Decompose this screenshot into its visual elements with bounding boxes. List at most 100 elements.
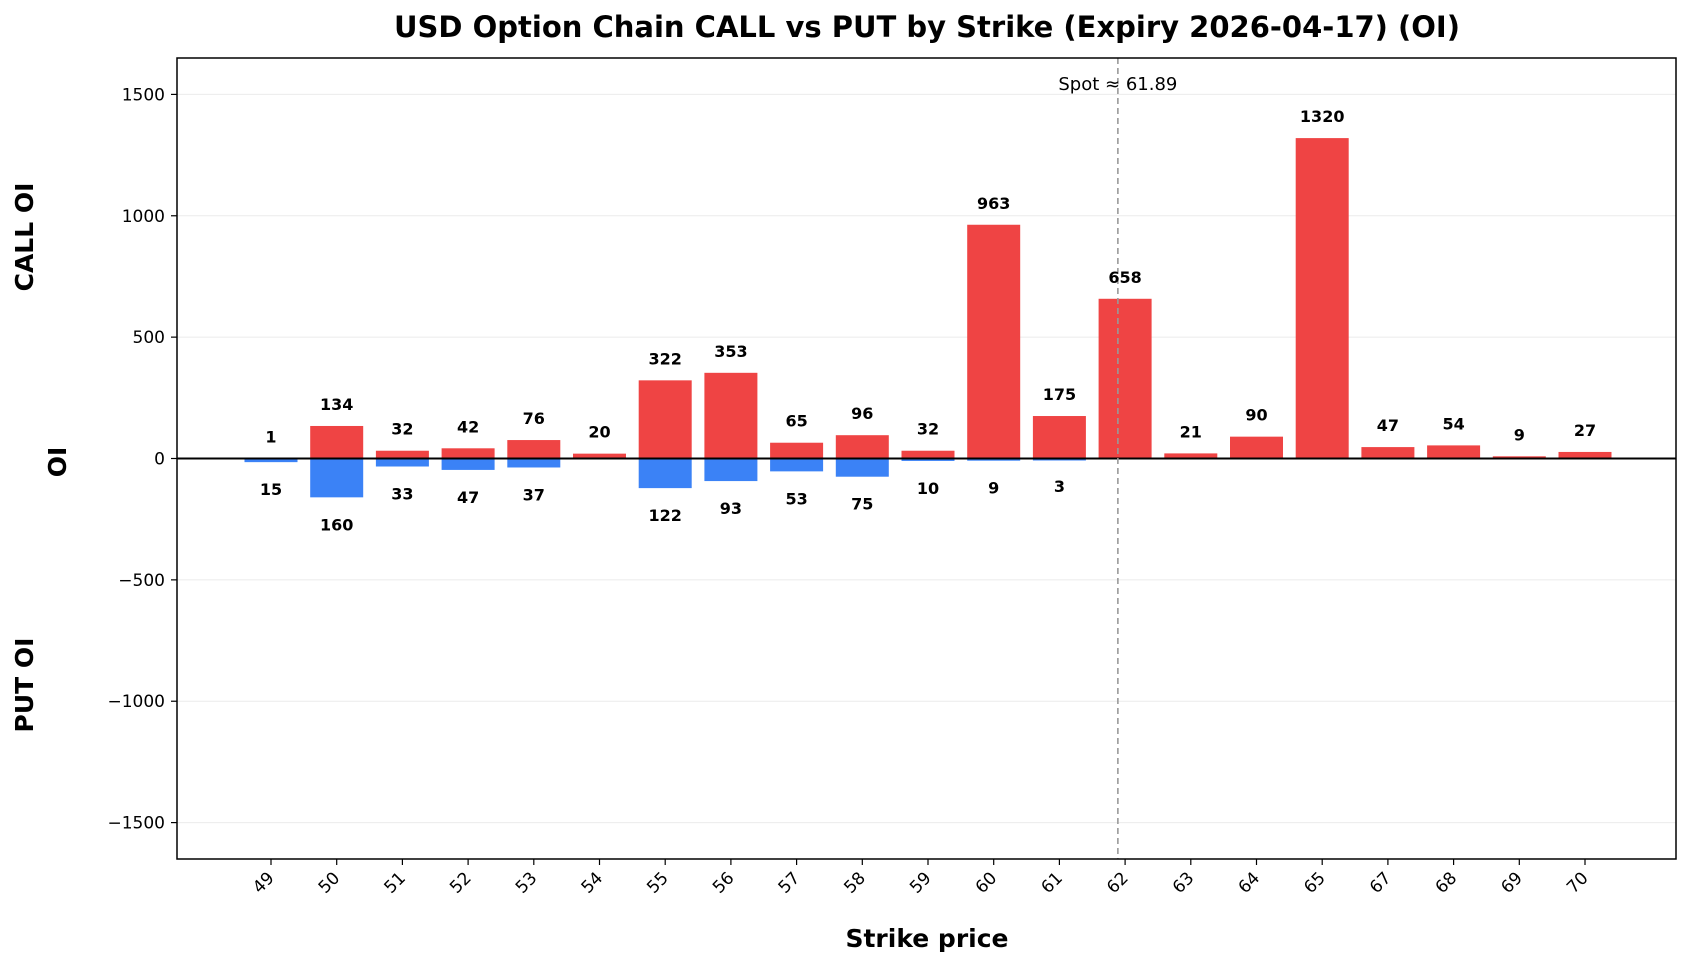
x-tick-label: 70	[1563, 868, 1592, 897]
call-bar	[1032, 416, 1086, 459]
put-value-label: 75	[851, 495, 873, 514]
x-tick-label: 52	[446, 868, 475, 897]
put-value-label: 47	[457, 488, 479, 507]
x-tick-label: 51	[380, 868, 409, 897]
y-axis-label: OI	[43, 447, 72, 478]
put-value-label: 93	[720, 499, 742, 518]
x-axis-label: Strike price	[845, 924, 1008, 953]
call-bar	[1558, 451, 1612, 459]
call-value-label: 134	[320, 395, 353, 414]
call-value-label: 1320	[1300, 107, 1345, 126]
x-tick-label: 57	[775, 868, 804, 897]
put-value-label: 53	[785, 489, 807, 508]
x-tick-label: 58	[840, 868, 869, 897]
bars	[244, 138, 1612, 498]
y-tick-label: 500	[133, 328, 165, 348]
call-bar	[704, 372, 758, 459]
put-oi-label: PUT OI	[10, 638, 39, 733]
call-bar	[835, 435, 889, 459]
y-tick-label: 1500	[122, 85, 165, 105]
put-value-label: 33	[391, 485, 413, 504]
call-bar	[967, 224, 1021, 459]
x-tick-label: 68	[1432, 868, 1461, 897]
call-value-label: 54	[1442, 414, 1464, 433]
call-bar	[507, 440, 561, 459]
call-bar	[1427, 445, 1481, 459]
y-tick-label: −1000	[107, 692, 165, 712]
call-value-label: 175	[1043, 385, 1076, 404]
y-tick-label: −500	[118, 571, 165, 591]
x-axis: 49 50 51 52 53 54 55 56 57 58 59 60 61 62 63 64 65 67 68 69…	[249, 859, 1593, 898]
spot-label: Spot ≈ 61.89	[1058, 74, 1177, 95]
put-bar	[704, 458, 758, 482]
call-oi-label: CALL OI	[10, 183, 39, 292]
x-tick-label: 59	[906, 868, 935, 897]
put-value-label: 37	[523, 485, 545, 504]
x-tick-label: 64	[1235, 868, 1264, 897]
call-value-label: 658	[1108, 268, 1141, 287]
call-value-label: 32	[917, 420, 939, 439]
call-value-label: 963	[977, 194, 1010, 213]
call-bar	[770, 442, 824, 459]
call-value-label: 21	[1180, 422, 1202, 441]
chart-title: USD Option Chain CALL vs PUT by Strike (…	[394, 10, 1460, 44]
put-bar	[310, 458, 364, 498]
x-tick-label: 50	[315, 868, 344, 897]
put-bar	[770, 458, 824, 472]
x-tick-label: 56	[709, 868, 738, 897]
y-tick-label: 0	[154, 450, 165, 470]
put-bar	[375, 458, 429, 467]
x-tick-label: 69	[1497, 868, 1526, 897]
call-bar	[310, 425, 364, 459]
put-bar	[441, 458, 495, 470]
call-value-label: 65	[785, 412, 807, 431]
call-bar	[1230, 436, 1283, 459]
y-tick-label: −1500	[107, 814, 165, 834]
put-value-label: 10	[917, 479, 939, 498]
call-bar	[1164, 453, 1218, 459]
x-tick-label: 67	[1366, 868, 1395, 897]
call-value-label: 20	[588, 423, 610, 442]
call-value-label: 47	[1377, 416, 1399, 435]
put-bar	[967, 458, 1021, 461]
x-tick-label: 61	[1037, 868, 1066, 897]
put-value-label: 160	[320, 515, 353, 534]
call-value-label: 353	[714, 342, 747, 361]
call-bar	[1295, 138, 1349, 459]
x-tick-label: 49	[249, 868, 278, 897]
put-value-label: 15	[260, 480, 282, 499]
x-tick-label: 65	[1300, 868, 1329, 897]
call-bar	[441, 448, 495, 459]
call-value-label: 96	[851, 404, 873, 423]
call-value-label: 1	[265, 427, 276, 446]
put-value-label: 9	[988, 479, 999, 498]
call-value-label: 90	[1245, 406, 1267, 425]
x-tick-label: 62	[1103, 868, 1132, 897]
put-bar	[901, 458, 955, 461]
x-tick-label: 54	[578, 868, 607, 897]
call-value-label: 27	[1574, 421, 1596, 440]
put-value-label: 122	[648, 506, 681, 525]
x-tick-label: 55	[643, 868, 672, 897]
x-tick-label: 63	[1169, 868, 1198, 897]
call-value-label: 322	[648, 349, 681, 368]
call-bar	[573, 453, 626, 459]
y-axis: −1500 −1000 −500 0 500 1000 1500	[107, 85, 177, 834]
y-tick-label: 1000	[122, 207, 165, 227]
call-value-label: 9	[1514, 425, 1525, 444]
call-value-label: 32	[391, 420, 413, 439]
call-bar	[1492, 456, 1546, 459]
x-tick-label: 60	[972, 868, 1001, 897]
x-tick-label: 53	[512, 868, 541, 897]
call-value-label: 42	[457, 417, 479, 436]
put-bar	[835, 458, 889, 477]
call-bar	[638, 380, 692, 459]
put-bar	[507, 458, 561, 468]
call-bar	[375, 450, 429, 459]
put-bar	[638, 458, 692, 489]
call-value-label: 76	[523, 409, 545, 428]
call-bar	[901, 450, 955, 459]
call-bar	[1098, 298, 1152, 459]
data-labels: 1151341603233424776372032212235393655396…	[260, 107, 1596, 534]
